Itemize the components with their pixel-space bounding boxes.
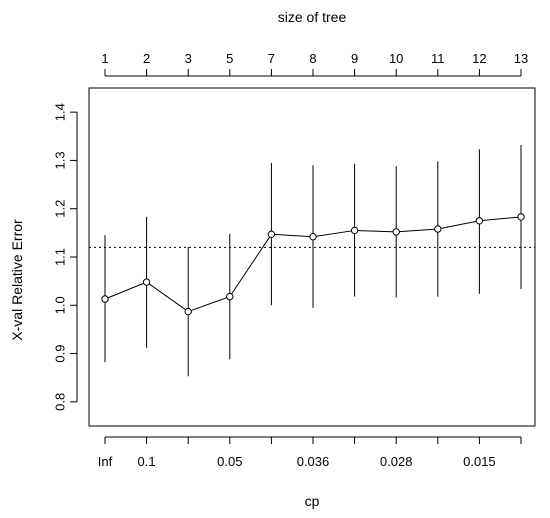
- data-point: [184, 307, 192, 316]
- y-axis-title: X-val Relative Error: [9, 219, 25, 341]
- bottom-tick-label: 0.1: [138, 454, 156, 469]
- data-point: [309, 233, 317, 241]
- bottom-tick-label: Inf: [98, 454, 113, 469]
- y-tick-label: 1.4: [53, 103, 68, 121]
- data-point: [142, 278, 151, 286]
- data-point: [475, 217, 484, 225]
- data-point: [267, 230, 276, 239]
- bottom-tick-label: 0.028: [380, 454, 413, 469]
- bottom-axis-title: cp: [305, 493, 320, 509]
- data-point: [101, 295, 109, 303]
- y-tick-label: 0.8: [53, 393, 68, 411]
- top-tick-label: 5: [226, 51, 233, 66]
- top-axis: 1 2 3 5 7 8 9 10 11 12 13: [101, 51, 528, 77]
- data-point: [434, 225, 442, 233]
- plot-frame: [88, 87, 536, 427]
- y-tick-label: 1.1: [53, 248, 68, 266]
- data-point: [350, 226, 359, 235]
- top-tick-label: 12: [472, 51, 486, 66]
- top-tick-label: 1: [101, 51, 108, 66]
- data-points: [101, 213, 525, 316]
- top-tick-label: 13: [514, 51, 528, 66]
- top-tick-label: 11: [431, 51, 445, 66]
- bottom-axis: Inf 0.1 0.05 0.036 0.028 0.015: [98, 436, 522, 469]
- top-tick-label: 9: [351, 51, 358, 66]
- y-tick-label: 1.0: [53, 296, 68, 314]
- top-axis-title: size of tree: [278, 9, 347, 25]
- y-axis: 0.8 0.9 1.0 1.1 1.2 1.3 1.4: [53, 103, 78, 411]
- top-tick-label: 3: [185, 51, 192, 66]
- y-tick-label: 1.3: [53, 151, 68, 169]
- top-tick-label: 8: [309, 51, 316, 66]
- bottom-tick-label: 0.015: [463, 454, 496, 469]
- top-tick-label: 7: [268, 51, 275, 66]
- data-point: [392, 228, 400, 236]
- y-tick-label: 1.2: [53, 200, 68, 218]
- data-point: [226, 292, 234, 301]
- bottom-tick-label: 0.036: [297, 454, 330, 469]
- bottom-tick-label: 0.05: [217, 454, 242, 469]
- top-tick-label: 2: [143, 51, 150, 66]
- data-point: [517, 213, 525, 221]
- error-bars: [104, 144, 522, 377]
- y-tick-label: 0.9: [53, 345, 68, 363]
- top-tick-label: 10: [389, 51, 403, 66]
